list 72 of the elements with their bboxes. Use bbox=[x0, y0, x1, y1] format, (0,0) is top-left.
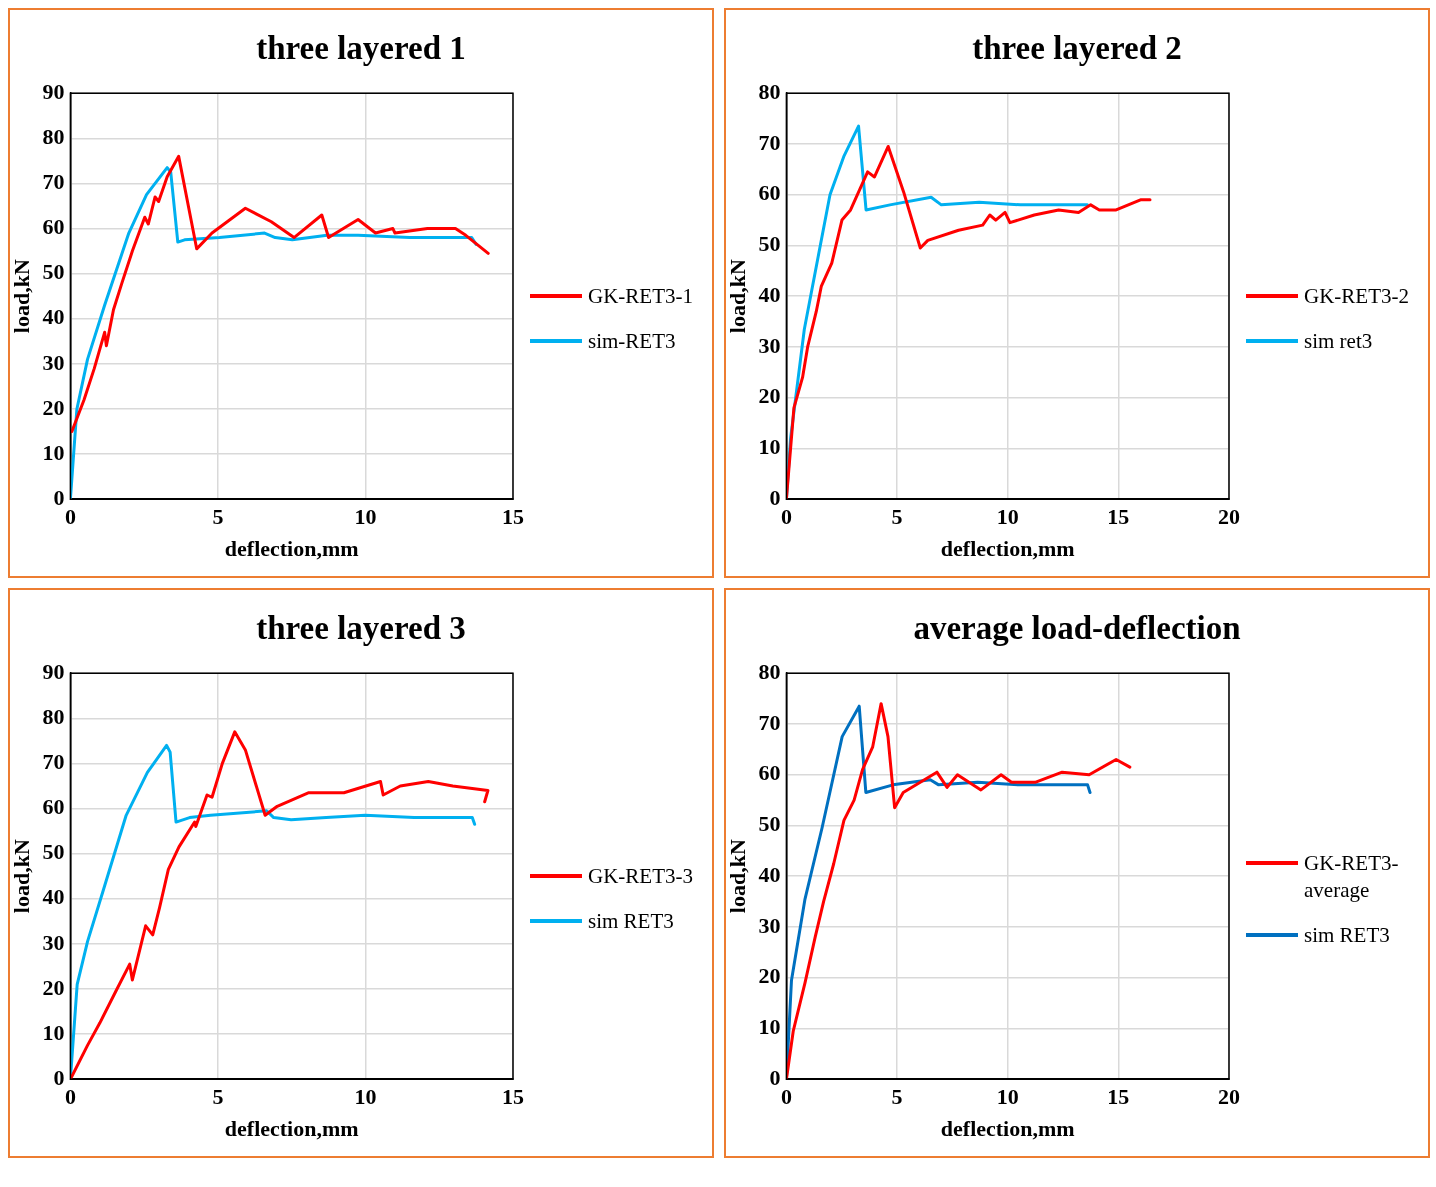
y-tick-label: 40 bbox=[758, 281, 781, 307]
x-tick-label: 5 bbox=[212, 504, 224, 530]
legend-label: sim RET3 bbox=[588, 908, 675, 935]
x-tick-label: 10 bbox=[354, 504, 377, 530]
y-tick-label: 80 bbox=[42, 124, 65, 149]
y-tick-label: 70 bbox=[758, 709, 781, 735]
y-axis-title: load,kN bbox=[724, 259, 750, 334]
x-tick-label: 20 bbox=[1218, 504, 1240, 530]
x-tick-label: 10 bbox=[996, 504, 1019, 530]
x-axis-title: deflection,mm bbox=[940, 536, 1075, 562]
y-tick-label: 0 bbox=[53, 1064, 65, 1090]
y-tick-label: 40 bbox=[758, 861, 781, 887]
y-tick-label: 40 bbox=[42, 884, 65, 910]
y-tick-label: 10 bbox=[758, 434, 781, 460]
y-tick-label: 70 bbox=[42, 169, 65, 195]
y-tick-label: 10 bbox=[758, 1014, 781, 1040]
y-tick-label: 80 bbox=[42, 704, 65, 729]
legend-label: sim ret3 bbox=[1304, 328, 1374, 355]
legend-label: GK-RET3-2 bbox=[1304, 283, 1410, 310]
y-tick-label: 30 bbox=[758, 912, 781, 938]
x-tick-label: 10 bbox=[996, 1084, 1019, 1110]
y-axis-title: load,kN bbox=[8, 259, 34, 334]
y-tick-label: 50 bbox=[758, 811, 781, 837]
y-tick-label: 90 bbox=[42, 78, 65, 104]
y-tick-label: 60 bbox=[42, 214, 65, 240]
y-tick-label: 90 bbox=[42, 658, 65, 684]
y-axis-title: load,kN bbox=[724, 839, 750, 914]
x-tick-label: 15 bbox=[1107, 1084, 1130, 1110]
y-tick-label: 20 bbox=[758, 383, 781, 409]
y-tick-label: 80 bbox=[758, 78, 781, 104]
y-tick-label: 30 bbox=[42, 929, 65, 955]
legend-label: GK-RET3-1 bbox=[588, 283, 694, 310]
x-tick-label: 15 bbox=[502, 1084, 524, 1110]
x-tick-label: 5 bbox=[212, 1084, 224, 1110]
y-tick-label: 60 bbox=[758, 180, 781, 206]
chart-title: three layered 1 bbox=[255, 30, 467, 68]
x-tick-label: 10 bbox=[354, 1084, 377, 1110]
x-axis-title: deflection,mm bbox=[940, 1116, 1075, 1142]
y-tick-label: 50 bbox=[42, 259, 65, 285]
legend-label: sim RET3 bbox=[1304, 921, 1391, 949]
y-tick-label: 50 bbox=[42, 839, 65, 865]
y-tick-label: 60 bbox=[758, 760, 781, 786]
x-tick-label: 15 bbox=[1107, 504, 1130, 530]
x-axis-title: deflection,mm bbox=[224, 1116, 359, 1142]
y-tick-label: 40 bbox=[42, 304, 65, 330]
y-tick-label: 10 bbox=[42, 1019, 65, 1045]
x-tick-label: 20 bbox=[1218, 1084, 1240, 1110]
y-tick-label: 30 bbox=[758, 332, 781, 358]
y-tick-label: 0 bbox=[53, 484, 65, 510]
x-tick-label: 5 bbox=[891, 504, 903, 530]
legend-label: sim-RET3 bbox=[588, 328, 677, 355]
y-tick-label: 10 bbox=[42, 439, 65, 465]
y-tick-label: 50 bbox=[758, 231, 781, 257]
x-tick-label: 15 bbox=[502, 504, 524, 530]
y-tick-label: 60 bbox=[42, 794, 65, 820]
y-tick-label: 70 bbox=[758, 129, 781, 155]
y-tick-label: 20 bbox=[42, 974, 65, 1000]
y-tick-label: 20 bbox=[42, 394, 65, 420]
x-tick-label: 5 bbox=[891, 1084, 903, 1110]
y-tick-label: 70 bbox=[42, 749, 65, 775]
legend-label: GK-RET3-3 bbox=[588, 863, 694, 890]
y-tick-label: 20 bbox=[758, 963, 781, 989]
x-axis-title: deflection,mm bbox=[224, 536, 359, 562]
chart-title: average load-deflection bbox=[912, 610, 1242, 648]
y-tick-label: 0 bbox=[769, 484, 781, 510]
y-axis-title: load,kN bbox=[8, 839, 34, 914]
chart-title: three layered 3 bbox=[255, 610, 467, 648]
y-tick-label: 80 bbox=[758, 658, 781, 684]
y-tick-label: 30 bbox=[42, 349, 65, 375]
legend-label: GK-RET3-average bbox=[1304, 849, 1400, 904]
y-tick-label: 0 bbox=[769, 1064, 781, 1090]
chart-title: three layered 2 bbox=[971, 30, 1183, 68]
